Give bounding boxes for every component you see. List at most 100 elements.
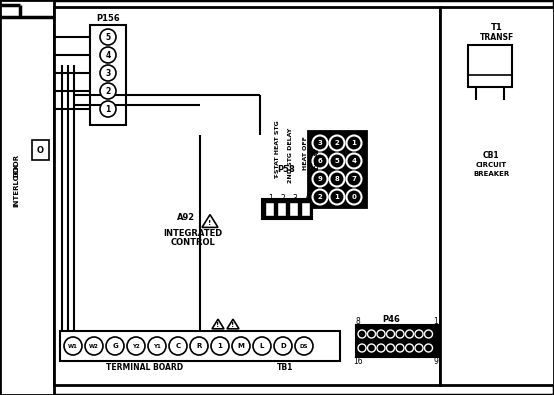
Text: 2: 2 <box>105 87 111 96</box>
Circle shape <box>148 337 166 355</box>
Text: DELAY: DELAY <box>315 147 320 169</box>
Bar <box>468 45 512 87</box>
Bar <box>32 140 49 160</box>
Text: 3: 3 <box>317 140 322 146</box>
Circle shape <box>346 171 362 186</box>
Polygon shape <box>212 319 224 329</box>
Text: 1: 1 <box>352 140 356 146</box>
Circle shape <box>367 330 376 338</box>
Circle shape <box>100 29 116 45</box>
Circle shape <box>106 337 124 355</box>
Text: CONTROL: CONTROL <box>171 237 216 246</box>
Circle shape <box>169 337 187 355</box>
Circle shape <box>100 47 116 63</box>
Polygon shape <box>227 319 239 329</box>
Text: T1: T1 <box>491 23 503 32</box>
Circle shape <box>312 171 327 186</box>
Text: T-STAT HEAT STG: T-STAT HEAT STG <box>275 120 280 179</box>
Text: D: D <box>280 343 286 349</box>
Text: 2: 2 <box>317 194 322 200</box>
Circle shape <box>396 344 404 352</box>
Circle shape <box>211 337 229 355</box>
Text: DOOR: DOOR <box>13 153 19 177</box>
Circle shape <box>346 190 362 205</box>
Bar <box>277 202 286 216</box>
Text: W2: W2 <box>89 344 99 348</box>
Text: P58: P58 <box>277 164 295 173</box>
Text: 1: 1 <box>335 194 340 200</box>
Circle shape <box>190 337 208 355</box>
Text: !: ! <box>208 220 212 226</box>
Circle shape <box>406 344 413 352</box>
Circle shape <box>312 190 327 205</box>
Text: 1: 1 <box>218 343 223 349</box>
Text: 5: 5 <box>105 32 111 41</box>
Bar <box>60 331 340 361</box>
Text: 3: 3 <box>293 194 297 203</box>
Text: 7: 7 <box>352 176 356 182</box>
Circle shape <box>406 330 413 338</box>
Text: W1: W1 <box>68 344 78 348</box>
Bar <box>356 325 438 357</box>
Text: P156: P156 <box>96 13 120 23</box>
Circle shape <box>424 344 433 352</box>
Text: A92: A92 <box>177 213 195 222</box>
Text: TRANSF: TRANSF <box>480 32 514 41</box>
Bar <box>54 7 440 385</box>
Text: P46: P46 <box>382 316 400 325</box>
Text: O: O <box>37 145 44 154</box>
Circle shape <box>330 190 345 205</box>
Text: TERMINAL BOARD: TERMINAL BOARD <box>106 363 183 372</box>
Text: 1: 1 <box>105 105 111 113</box>
Circle shape <box>312 135 327 150</box>
Text: 5: 5 <box>335 158 340 164</box>
Text: INTEGRATED: INTEGRATED <box>163 228 223 237</box>
Circle shape <box>330 154 345 169</box>
Circle shape <box>396 330 404 338</box>
Circle shape <box>377 344 385 352</box>
Circle shape <box>377 330 385 338</box>
Text: 4: 4 <box>305 194 310 203</box>
Text: Y1: Y1 <box>153 344 161 348</box>
Text: INTERLOCK: INTERLOCK <box>13 163 19 207</box>
Circle shape <box>424 330 433 338</box>
Circle shape <box>358 344 366 352</box>
Text: 2: 2 <box>335 140 340 146</box>
Circle shape <box>330 135 345 150</box>
Circle shape <box>127 337 145 355</box>
Bar <box>0 0 54 395</box>
Text: HEAT OFF: HEAT OFF <box>302 136 307 170</box>
Circle shape <box>100 83 116 99</box>
Circle shape <box>387 344 394 352</box>
Text: 9: 9 <box>434 357 438 365</box>
Circle shape <box>330 171 345 186</box>
Text: !: ! <box>232 322 235 328</box>
Circle shape <box>367 344 376 352</box>
Circle shape <box>100 65 116 81</box>
Text: 4: 4 <box>105 51 111 60</box>
Circle shape <box>253 337 271 355</box>
Circle shape <box>415 344 423 352</box>
Bar <box>308 131 366 207</box>
Circle shape <box>232 337 250 355</box>
Text: 4: 4 <box>351 158 357 164</box>
Bar <box>265 202 274 216</box>
Circle shape <box>295 337 313 355</box>
Text: R: R <box>196 343 202 349</box>
Circle shape <box>346 135 362 150</box>
Circle shape <box>346 154 362 169</box>
Bar <box>262 199 312 219</box>
Text: G: G <box>112 343 118 349</box>
Text: C: C <box>176 343 181 349</box>
Circle shape <box>415 330 423 338</box>
Text: L: L <box>260 343 264 349</box>
Circle shape <box>85 337 103 355</box>
Circle shape <box>274 337 292 355</box>
Circle shape <box>387 330 394 338</box>
Text: 8: 8 <box>335 176 340 182</box>
Bar <box>440 7 554 385</box>
Text: 6: 6 <box>317 158 322 164</box>
Text: DS: DS <box>300 344 308 348</box>
Text: CIRCUIT: CIRCUIT <box>475 162 506 168</box>
Text: 2ND STG DELAY: 2ND STG DELAY <box>288 127 293 182</box>
